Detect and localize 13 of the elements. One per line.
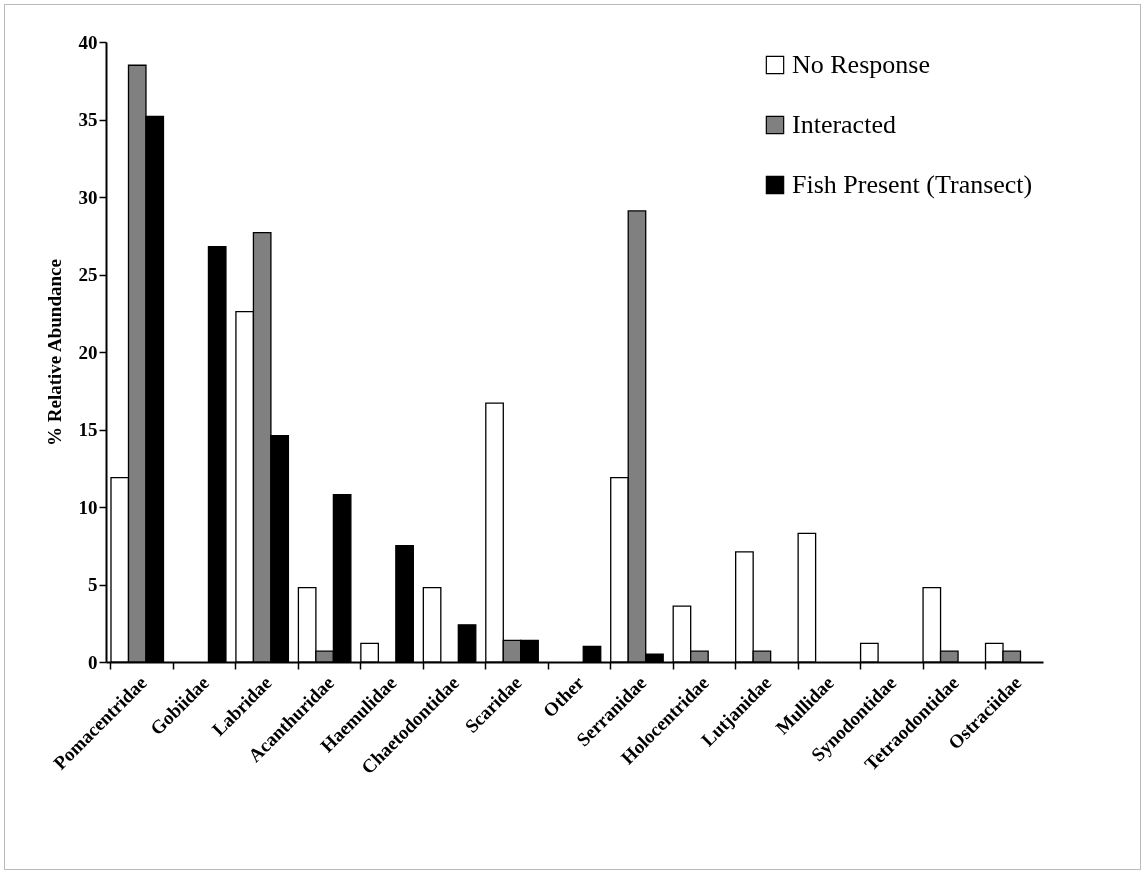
y-tick-label: 30 — [78, 186, 98, 208]
y-tick-label: 25 — [78, 264, 98, 285]
y-tick-label: 0 — [88, 651, 98, 673]
legend-label: Fish Present (Transect) — [792, 170, 1033, 199]
y-tick-label: 40 — [78, 31, 98, 53]
y-tick-label: 35 — [78, 109, 98, 130]
y-tick-label: 15 — [78, 419, 98, 440]
y-tick-label: 10 — [78, 496, 98, 518]
y-tick-label: 5 — [88, 574, 98, 595]
y-axis-title: % Relative Abundance — [43, 259, 65, 446]
y-tick-label: 20 — [78, 341, 98, 363]
legend-label: Interacted — [792, 110, 896, 139]
legend-label: No Response — [792, 50, 930, 79]
